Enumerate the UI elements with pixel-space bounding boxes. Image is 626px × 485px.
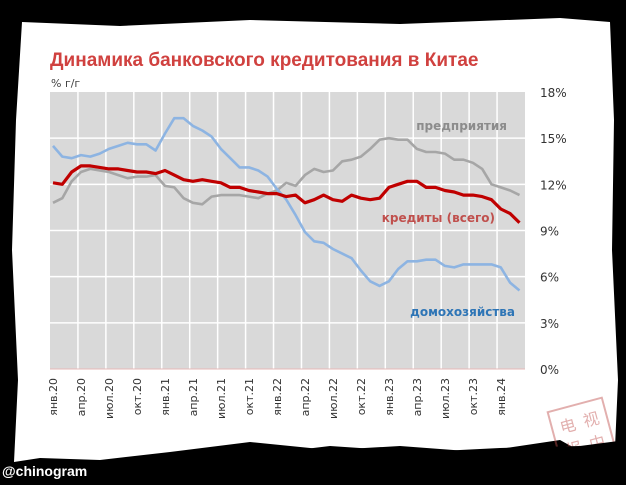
- x-tick-label: янв.20: [47, 378, 60, 416]
- y-tick-label: 3%: [540, 317, 559, 331]
- x-tick-label: апр.21: [187, 378, 200, 416]
- chart-title: Динамика банковского кредитования в Кита…: [50, 50, 478, 71]
- svg-text:视: 视: [581, 408, 601, 430]
- torn-edge-bottom: [0, 440, 626, 485]
- y-axis-unit: % г/г: [51, 77, 80, 90]
- x-tick-label: окт.23: [467, 378, 480, 415]
- x-tick-label: янв.22: [271, 378, 284, 416]
- x-tick-label: апр.22: [299, 378, 312, 416]
- x-tick-label: окт.20: [131, 378, 144, 415]
- series-label-total-loans: кредиты (всего): [382, 211, 495, 225]
- line-total-loans: [52, 164, 521, 224]
- x-tick-label: янв.21: [159, 378, 172, 416]
- x-tick-label: окт.21: [243, 378, 256, 415]
- x-tick-label: апр.20: [75, 378, 88, 416]
- author-handle: @chinogram: [2, 463, 87, 479]
- series-label-households: домохозяйства: [410, 305, 515, 319]
- series-label-enterprises: предприятия: [416, 119, 507, 133]
- x-tick-label: окт.22: [355, 378, 368, 415]
- y-tick-label: 12%: [540, 178, 567, 192]
- line-households: [52, 116, 521, 292]
- x-tick-label: апр.23: [411, 378, 424, 416]
- x-tick-label: июл.22: [327, 378, 340, 419]
- x-tick-label: июл.20: [103, 378, 116, 419]
- x-tick-label: янв.23: [383, 378, 396, 416]
- y-tick-label: 15%: [540, 132, 567, 146]
- y-tick-label: 6%: [540, 271, 559, 285]
- x-tick-label: июл.23: [439, 378, 452, 419]
- x-tick-label: июл.21: [215, 378, 228, 419]
- line-enterprises: [52, 136, 521, 206]
- svg-text:电: 电: [558, 415, 578, 437]
- y-tick-label: 9%: [540, 225, 559, 239]
- y-tick-label: 0%: [540, 363, 559, 377]
- y-tick-label: 18%: [540, 86, 567, 100]
- x-tick-label: янв.24: [495, 378, 508, 416]
